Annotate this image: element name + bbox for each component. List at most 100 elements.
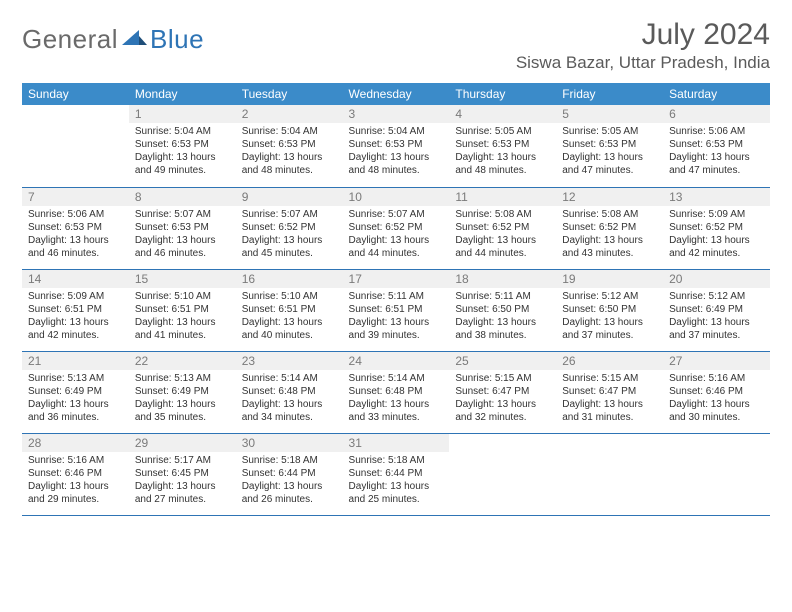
- daylight-text: Daylight: 13 hours and 35 minutes.: [135, 398, 230, 424]
- daylight-text: Daylight: 13 hours and 48 minutes.: [242, 151, 337, 177]
- sunset-text: Sunset: 6:53 PM: [455, 138, 550, 151]
- calendar-table: Sunday Monday Tuesday Wednesday Thursday…: [22, 83, 770, 516]
- calendar-day-cell: 5Sunrise: 5:05 AMSunset: 6:53 PMDaylight…: [556, 105, 663, 187]
- calendar-day-cell: 16 Sunrise: 5:10 AMSunset: 6:51 PMDayligh…: [236, 269, 343, 351]
- sunset-text: Sunset: 6:53 PM: [135, 138, 230, 151]
- sunset-text: Sunset: 6:53 PM: [349, 138, 444, 151]
- day-number: 24: [343, 352, 450, 370]
- sunset-text: Sunset: 6:50 PM: [562, 303, 657, 316]
- day-number: 25: [449, 352, 556, 370]
- day-info: Sunrise: 5:10 AMSunset: 6:51 PMDaylight:…: [242, 290, 337, 342]
- sunrise-text: Sunrise: 5:09 AM: [28, 290, 123, 303]
- day-info: Sunrise: 5:08 AMSunset: 6:52 PMDaylight:…: [562, 208, 657, 260]
- daylight-text: Daylight: 13 hours and 39 minutes.: [349, 316, 444, 342]
- calendar-week-row: 14Sunrise: 5:09 AMSunset: 6:51 PMDayligh…: [22, 269, 770, 351]
- sunset-text: Sunset: 6:52 PM: [242, 221, 337, 234]
- day-number: 12: [556, 188, 663, 206]
- day-number: 15: [129, 270, 236, 288]
- calendar-day-cell: 15Sunrise: 5:10 AMSunset: 6:51 PMDayligh…: [129, 269, 236, 351]
- calendar-day-cell: 6Sunrise: 5:06 AMSunset: 6:53 PMDaylight…: [663, 105, 770, 187]
- day-info: Sunrise: 5:07 AMSunset: 6:52 PMDaylight:…: [242, 208, 337, 260]
- sunrise-text: Sunrise: 5:09 AM: [669, 208, 764, 221]
- sunrise-text: Sunrise: 5:11 AM: [349, 290, 444, 303]
- calendar-day-cell: [449, 433, 556, 515]
- day-number: 13: [663, 188, 770, 206]
- day-number: 3: [343, 105, 450, 123]
- calendar-day-cell: 30Sunrise: 5:18 AMSunset: 6:44 PMDayligh…: [236, 433, 343, 515]
- day-info: Sunrise: 5:04 AMSunset: 6:53 PMDaylight:…: [135, 125, 230, 177]
- daylight-text: Daylight: 13 hours and 37 minutes.: [669, 316, 764, 342]
- calendar-day-cell: 27Sunrise: 5:16 AMSunset: 6:46 PMDayligh…: [663, 351, 770, 433]
- calendar-day-cell: [556, 433, 663, 515]
- sunrise-text: Sunrise: 5:12 AM: [669, 290, 764, 303]
- daylight-text: Daylight: 13 hours and 41 minutes.: [135, 316, 230, 342]
- weekday-header: Thursday: [449, 83, 556, 105]
- calendar-header-row: Sunday Monday Tuesday Wednesday Thursday…: [22, 83, 770, 105]
- sunset-text: Sunset: 6:51 PM: [349, 303, 444, 316]
- day-number: 26: [556, 352, 663, 370]
- daylight-text: Daylight: 13 hours and 32 minutes.: [455, 398, 550, 424]
- calendar-day-cell: 21Sunrise: 5:13 AMSunset: 6:49 PMDayligh…: [22, 351, 129, 433]
- calendar-day-cell: 4Sunrise: 5:05 AMSunset: 6:53 PMDaylight…: [449, 105, 556, 187]
- sunset-text: Sunset: 6:52 PM: [669, 221, 764, 234]
- daylight-text: Daylight: 13 hours and 31 minutes.: [562, 398, 657, 424]
- day-info: Sunrise: 5:17 AMSunset: 6:45 PMDaylight:…: [135, 454, 230, 506]
- day-number: 22: [129, 352, 236, 370]
- daylight-text: Daylight: 13 hours and 44 minutes.: [455, 234, 550, 260]
- day-info: Sunrise: 5:09 AMSunset: 6:52 PMDaylight:…: [669, 208, 764, 260]
- brand-triangle-icon: [122, 27, 148, 47]
- calendar-day-cell: 13 Sunrise: 5:09 AMSunset: 6:52 PMDayligh…: [663, 187, 770, 269]
- calendar-day-cell: 11Sunrise: 5:08 AMSunset: 6:52 PMDayligh…: [449, 187, 556, 269]
- sunset-text: Sunset: 6:44 PM: [242, 467, 337, 480]
- sunrise-text: Sunrise: 5:04 AM: [135, 125, 230, 138]
- calendar-day-cell: 1Sunrise: 5:04 AMSunset: 6:53 PMDaylight…: [129, 105, 236, 187]
- sunset-text: Sunset: 6:46 PM: [669, 385, 764, 398]
- calendar-day-cell: [22, 105, 129, 187]
- sunset-text: Sunset: 6:52 PM: [562, 221, 657, 234]
- brand-logo: General Blue: [22, 18, 204, 55]
- sunset-text: Sunset: 6:51 PM: [242, 303, 337, 316]
- sunrise-text: Sunrise: 5:18 AM: [242, 454, 337, 467]
- daylight-text: Daylight: 13 hours and 46 minutes.: [135, 234, 230, 260]
- sunrise-text: Sunrise: 5:11 AM: [455, 290, 550, 303]
- day-number: 17: [343, 270, 450, 288]
- sunrise-text: Sunrise: 5:06 AM: [28, 208, 123, 221]
- day-number: 16: [236, 270, 343, 288]
- calendar-week-row: 21 Sunrise: 5:13 AMSunset: 6:49 PM Dayligh…: [22, 351, 770, 433]
- sunset-text: Sunset: 6:46 PM: [28, 467, 123, 480]
- day-number: 5: [556, 105, 663, 123]
- daylight-text: Daylight: 13 hours and 42 minutes.: [28, 316, 123, 342]
- sunset-text: Sunset: 6:49 PM: [669, 303, 764, 316]
- day-number: 20: [663, 270, 770, 288]
- day-info: Sunrise: 5:14 AMSunset: 6:48 PMDaylight:…: [242, 372, 337, 424]
- page-header: General Blue July 2024 Siswa Bazar, Utta…: [22, 18, 770, 73]
- sunrise-text: Sunrise: 5:13 AM: [28, 372, 123, 385]
- sunrise-text: Sunrise: 5:04 AM: [349, 125, 444, 138]
- day-number: 19: [556, 270, 663, 288]
- calendar-day-cell: 12 Sunrise: 5:08 AMSunset: 6:52 PMDayligh…: [556, 187, 663, 269]
- sunset-text: Sunset: 6:53 PM: [135, 221, 230, 234]
- calendar-day-cell: 3Sunrise: 5:04 AMSunset: 6:53 PMDaylight…: [343, 105, 450, 187]
- sunset-text: Sunset: 6:49 PM: [28, 385, 123, 398]
- day-number: 21: [22, 352, 129, 370]
- sunrise-text: Sunrise: 5:05 AM: [455, 125, 550, 138]
- day-number: 11: [449, 188, 556, 206]
- daylight-text: Daylight: 13 hours and 38 minutes.: [455, 316, 550, 342]
- brand-word-1: General: [22, 24, 118, 55]
- calendar-day-cell: 7Sunrise: 5:06 AMSunset: 6:53 PMDaylight…: [22, 187, 129, 269]
- weekday-header: Monday: [129, 83, 236, 105]
- weekday-header: Wednesday: [343, 83, 450, 105]
- sunrise-text: Sunrise: 5:15 AM: [562, 372, 657, 385]
- day-info: Sunrise: 5:18 AMSunset: 6:44 PMDaylight:…: [242, 454, 337, 506]
- sunrise-text: Sunrise: 5:12 AM: [562, 290, 657, 303]
- day-number: 9: [236, 188, 343, 206]
- calendar-day-cell: 20 Sunrise: 5:12 AMSunset: 6:49 PMDayligh…: [663, 269, 770, 351]
- sunrise-text: Sunrise: 5:18 AM: [349, 454, 444, 467]
- calendar-page: General Blue July 2024 Siswa Bazar, Utta…: [0, 0, 792, 612]
- day-number: 7: [22, 188, 129, 206]
- sunset-text: Sunset: 6:52 PM: [349, 221, 444, 234]
- calendar-day-cell: 26Sunrise: 5:15 AMSunset: 6:47 PMDayligh…: [556, 351, 663, 433]
- sunrise-text: Sunrise: 5:14 AM: [349, 372, 444, 385]
- daylight-text: Daylight: 13 hours and 26 minutes.: [242, 480, 337, 506]
- daylight-text: Daylight: 13 hours and 30 minutes.: [669, 398, 764, 424]
